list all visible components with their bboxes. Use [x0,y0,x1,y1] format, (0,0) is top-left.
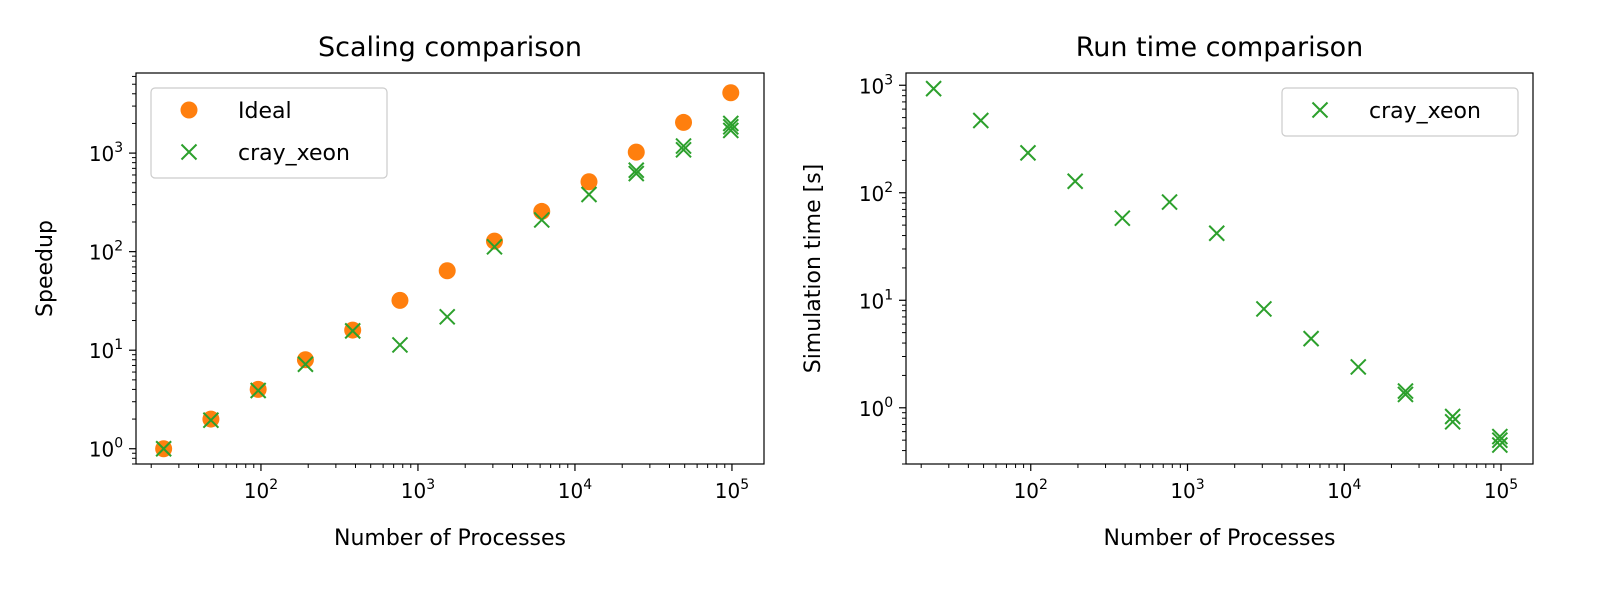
data-point-cray_xeon [675,141,692,159]
data-point-Ideal [296,351,314,369]
data-point-Ideal [485,232,503,250]
data-point-cray_xeon [1350,358,1367,376]
legend-label: Ideal [238,99,292,124]
y-axis-label: Simulation time [s] [801,164,826,374]
data-point-Ideal [580,173,598,191]
data-point-cray_xeon [202,411,220,429]
x-tick-label: 103 [401,477,435,503]
legend: cray_xeon [1281,87,1519,137]
chart-title: Scaling comparison [318,32,582,63]
x-tick-label: 105 [1484,477,1518,503]
chart-title: Run time comparison [1076,32,1364,63]
x-tick-label: 104 [1327,477,1361,503]
data-point-cray_xeon [722,118,739,135]
data-point-cray_xeon [972,112,989,129]
y-tick-label: 102 [859,180,893,206]
y-tick-label: 102 [89,239,123,265]
legend-box [150,87,388,179]
data-point-cray_xeon [155,440,172,457]
y-tick-label: 103 [89,140,123,166]
axes-frame [135,72,765,465]
y-tick-label: 101 [859,287,893,313]
legend-marker-Ideal [180,101,198,119]
data-point-cray_xeon [1302,330,1320,347]
data-point-cray_xeon [1397,386,1414,403]
data-point-cray_xeon [297,356,314,373]
data-point-cray_xeon [533,211,550,229]
x-tick-label: 103 [1170,477,1204,503]
y-tick-label: 100 [89,436,123,462]
x-tick-label: 104 [558,477,592,503]
minor-ticks [132,75,726,468]
data-point-Ideal [533,202,551,220]
data-point-cray_xeon [439,308,456,326]
data-point-cray_xeon [344,322,361,340]
data-point-Ideal [627,143,645,161]
data-point-cray_xeon [1491,436,1509,454]
data-point-cray_xeon [249,382,267,399]
data-point-Ideal [438,262,456,280]
data-point-Ideal [391,291,409,309]
data-point-cray_xeon [1208,225,1225,242]
data-point-Ideal [675,113,693,131]
data-point-Ideal [722,84,740,102]
y-tick-label: 103 [859,72,893,98]
data-point-cray_xeon [1066,173,1084,190]
data-point-cray_xeon [1161,193,1178,211]
data-point-cray_xeon [1255,300,1273,318]
legend: Ideal cray_xeon [150,87,388,179]
data-point-cray_xeon [1491,428,1509,445]
data-point-cray_xeon [1397,382,1414,400]
legend-marker-cray_xeon [1311,101,1329,119]
data-point-cray_xeon [1114,209,1131,227]
y-tick-label: 101 [89,337,123,363]
chart-panel-2: 102 103 104 105 100 101 102 103 Run time compari… [801,32,1534,551]
x-tick-label: 105 [715,477,749,503]
data-point-cray_xeon [1444,413,1461,431]
data-point-cray_xeon [1444,408,1461,425]
x-tick-label: 102 [1014,477,1048,503]
axes-frame [905,72,1534,465]
x-axis-label: Number of Processes [334,526,566,551]
x-tick-label: 102 [244,477,278,503]
chart-panel-1: 102 103 104 105 100 101 102 103 Scaling comparis… [33,32,765,551]
y-tick-label: 100 [859,395,893,421]
series-cray_xeon [155,115,739,457]
data-point-cray_xeon [391,336,409,354]
data-point-cray_xeon [486,238,503,256]
data-point-cray_xeon [722,115,739,132]
series-cray_xeon [925,80,1509,454]
data-point-cray_xeon [925,80,942,97]
data-point-cray_xeon [628,165,645,182]
y-axis-label: Speedup [33,220,58,317]
data-point-cray_xeon [722,122,739,139]
legend-label: cray_xeon [238,141,350,166]
data-point-cray_xeon [580,186,598,203]
legend-marker-cray_xeon [180,143,198,161]
minor-ticks [902,89,1495,468]
x-axis-label: Number of Processes [1103,526,1335,551]
data-point-cray_xeon [1491,431,1509,449]
legend-box [1281,87,1519,137]
data-point-cray_xeon [1019,144,1037,162]
legend-label: cray_xeon [1369,99,1481,124]
data-point-cray_xeon [675,137,692,155]
data-point-cray_xeon [628,162,645,179]
